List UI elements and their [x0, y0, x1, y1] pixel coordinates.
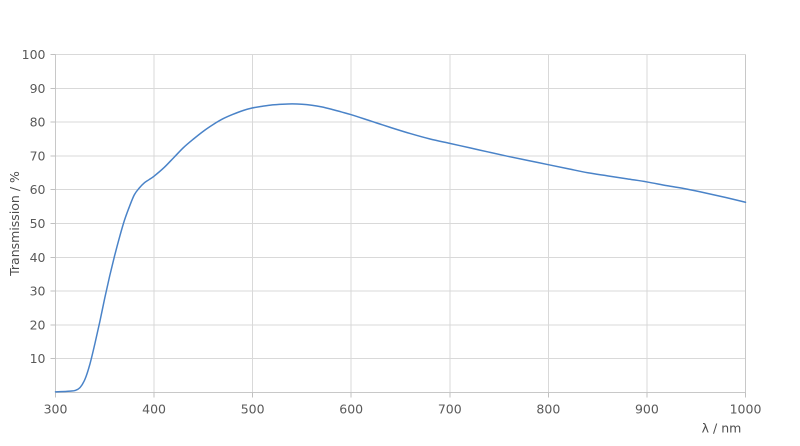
series-line-0 [54, 103, 747, 393]
x-tick-label: 900 [635, 402, 659, 417]
x-tick-labels: 300 400 500 600 700 800 900 1000 [44, 402, 762, 417]
y-tick-label: 40 [30, 250, 46, 265]
x-tick-label: 600 [339, 402, 363, 417]
y-tick-label: 80 [30, 115, 46, 130]
grid-layer [55, 54, 746, 393]
tick-marks-layer [50, 54, 746, 398]
y-tick-label: 60 [30, 182, 46, 197]
y-tick-label: 50 [30, 216, 46, 231]
y-tick-label: 20 [30, 317, 46, 332]
y-tick-label: 10 [30, 351, 46, 366]
y-tick-label: 70 [30, 148, 46, 163]
y-tick-label: 30 [30, 284, 46, 299]
x-tick-label: 1000 [730, 402, 762, 417]
data-series-layer [54, 103, 747, 393]
x-tick-label: 400 [142, 402, 166, 417]
y-axis-title: Transmission / % [7, 171, 22, 277]
x-tick-label: 700 [438, 402, 462, 417]
x-tick-label: 800 [536, 402, 560, 417]
y-tick-label: 100 [22, 47, 46, 62]
y-tick-label: 90 [30, 81, 46, 96]
x-axis-title: λ / nm [702, 421, 742, 436]
y-tick-labels: 10 20 30 40 50 60 70 80 90 100 [22, 47, 46, 366]
x-tick-label: 500 [241, 402, 265, 417]
x-tick-label: 300 [44, 402, 68, 417]
